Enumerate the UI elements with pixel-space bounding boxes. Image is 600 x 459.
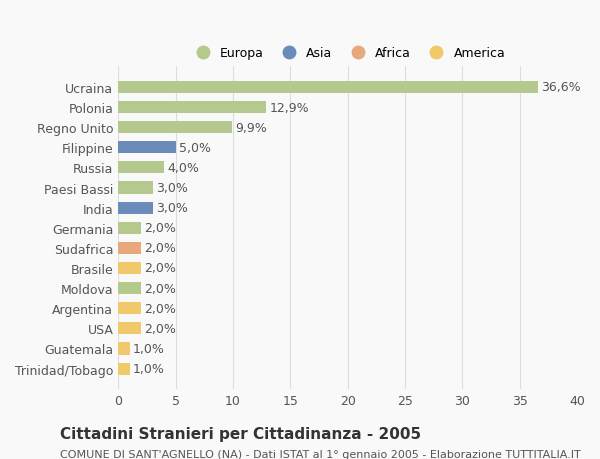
Bar xyxy=(118,202,152,214)
Text: 2,0%: 2,0% xyxy=(145,242,176,255)
Bar xyxy=(118,162,164,174)
Text: 36,6%: 36,6% xyxy=(542,81,581,94)
Text: 12,9%: 12,9% xyxy=(269,101,309,114)
Bar xyxy=(118,82,538,94)
Bar xyxy=(118,302,141,314)
Bar xyxy=(118,343,130,355)
Bar xyxy=(118,323,141,335)
Bar xyxy=(118,282,141,295)
Text: Cittadini Stranieri per Cittadinanza - 2005: Cittadini Stranieri per Cittadinanza - 2… xyxy=(60,425,421,441)
Text: 3,0%: 3,0% xyxy=(156,202,188,215)
Text: 9,9%: 9,9% xyxy=(235,121,267,134)
Bar xyxy=(118,142,176,154)
Text: COMUNE DI SANT'AGNELLO (NA) - Dati ISTAT al 1° gennaio 2005 - Elaborazione TUTTI: COMUNE DI SANT'AGNELLO (NA) - Dati ISTAT… xyxy=(60,449,581,459)
Bar xyxy=(118,363,130,375)
Bar xyxy=(118,182,152,194)
Legend: Europa, Asia, Africa, America: Europa, Asia, Africa, America xyxy=(184,41,512,67)
Bar xyxy=(118,263,141,274)
Bar xyxy=(118,222,141,234)
Text: 4,0%: 4,0% xyxy=(167,162,199,174)
Bar xyxy=(118,102,266,114)
Text: 1,0%: 1,0% xyxy=(133,342,165,355)
Text: 5,0%: 5,0% xyxy=(179,141,211,154)
Text: 2,0%: 2,0% xyxy=(145,302,176,315)
Text: 3,0%: 3,0% xyxy=(156,182,188,195)
Text: 2,0%: 2,0% xyxy=(145,262,176,275)
Bar xyxy=(118,122,232,134)
Text: 2,0%: 2,0% xyxy=(145,282,176,295)
Bar xyxy=(118,242,141,254)
Text: 2,0%: 2,0% xyxy=(145,322,176,335)
Text: 2,0%: 2,0% xyxy=(145,222,176,235)
Text: 1,0%: 1,0% xyxy=(133,362,165,375)
